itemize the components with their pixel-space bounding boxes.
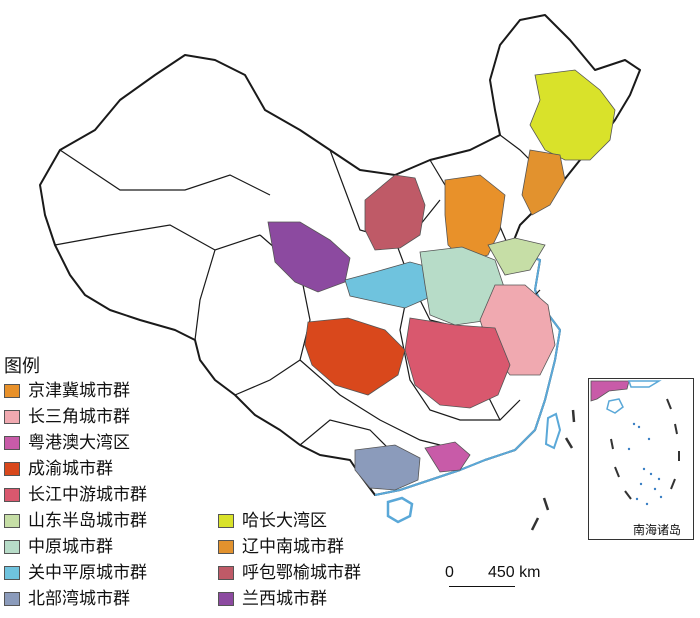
legend-swatch (218, 565, 234, 580)
legend-swatch (4, 513, 20, 528)
legend-swatch (4, 565, 20, 580)
legend-swatch (4, 591, 20, 606)
region-beijing-tianjin-hebei (444, 174, 506, 263)
map-legend: 图例 京津冀城市群 长三角城市群 粤港澳大湾区 成渝城市群长江中游城市群 山东半岛城市群… (2, 356, 422, 618)
legend-swatch (4, 383, 20, 398)
inset-coast-outline (627, 380, 662, 388)
hainan-outline (386, 496, 414, 524)
legend-label: 兰西城市群 (242, 589, 327, 608)
legend-label: 关中平原城市群 (28, 563, 147, 582)
inset-map (590, 380, 680, 506)
legend-swatch (4, 539, 20, 554)
legend-item: 辽中南城市群 (218, 534, 344, 560)
legend-item: 京津冀城市群 (4, 378, 130, 404)
south-china-sea-inset: 南海诸岛 (588, 378, 694, 540)
legend-label: 成渝城市群 (28, 459, 113, 478)
legend-swatch (218, 513, 234, 528)
taiwan-outline (544, 412, 562, 450)
city-cluster-regions (267, 69, 616, 491)
legend-item: 长三角城市群 (4, 404, 130, 430)
region-shandong (487, 237, 546, 276)
legend-label: 京津冀城市群 (28, 381, 130, 400)
legend-item: 成渝城市群 (4, 456, 113, 482)
legend-item: 山东半岛城市群 (4, 508, 147, 534)
inset-islands (627, 422, 663, 506)
region-chengdu-chongqing (304, 317, 406, 396)
inset-hainan (606, 398, 624, 414)
legend-swatch (218, 539, 234, 554)
dashed-sea-line (530, 409, 576, 531)
inset-coast (590, 380, 630, 402)
legend-label: 粤港澳大湾区 (28, 433, 130, 452)
scale-line (449, 586, 515, 587)
legend-label: 辽中南城市群 (242, 537, 344, 556)
legend-label: 哈长大湾区 (242, 511, 327, 530)
legend-swatch (4, 409, 20, 424)
region-greater-bay-area (424, 441, 471, 473)
inset-label: 南海诸岛 (633, 523, 682, 537)
legend-label: 北部湾城市群 (28, 589, 130, 608)
scale-zero-label: 0 (445, 564, 454, 581)
legend-item: 粤港澳大湾区 (4, 430, 130, 456)
legend-swatch (218, 591, 234, 606)
region-lanzhou-xining (267, 221, 351, 293)
legend-item: 兰西城市群 (218, 586, 327, 612)
legend-swatch (4, 435, 20, 450)
legend-label: 长三角城市群 (28, 407, 130, 426)
legend-label: 长江中游城市群 (28, 485, 147, 504)
legend-label: 中原城市群 (28, 537, 113, 556)
region-beibu-gulf (354, 444, 421, 491)
legend-swatch (4, 461, 20, 476)
inset-dash-line (610, 398, 680, 500)
legend-swatch (4, 487, 20, 502)
region-harbin-changchun (529, 69, 616, 161)
legend-item: 长江中游城市群 (4, 482, 147, 508)
legend-item: 中原城市群 (4, 534, 113, 560)
legend-item: 哈长大湾区 (218, 508, 327, 534)
legend-title: 图例 (4, 356, 40, 376)
scale-distance-label: 450 km (488, 564, 541, 581)
region-liaoning-south (521, 149, 566, 216)
legend-label: 山东半岛城市群 (28, 511, 147, 530)
legend-label: 呼包鄂榆城市群 (242, 563, 361, 582)
scale-bar: 0 450 km (430, 560, 560, 590)
region-middle-yangtze (404, 317, 511, 409)
legend-item: 关中平原城市群 (4, 560, 147, 586)
legend-item: 北部湾城市群 (4, 586, 130, 612)
region-hohhot-baotou (364, 174, 426, 251)
legend-item: 呼包鄂榆城市群 (218, 560, 361, 586)
